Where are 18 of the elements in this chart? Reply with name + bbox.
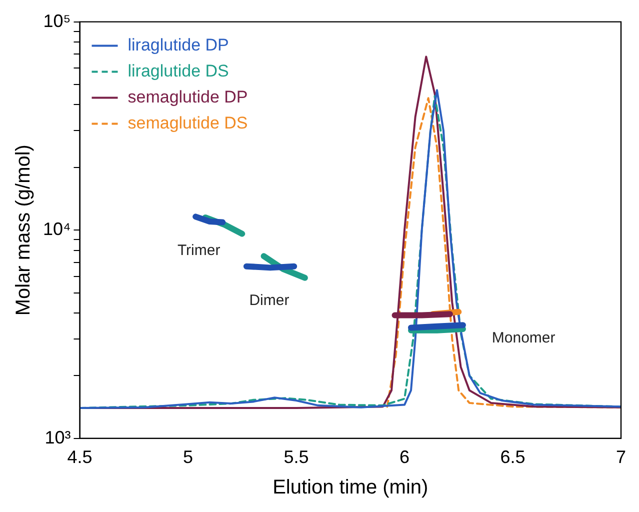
legend-label: semaglutide DS	[128, 113, 248, 132]
y-axis-title: Molar mass (g/mol)	[12, 144, 35, 316]
x-tick-label: 6	[399, 447, 410, 468]
x-tick-label: 6.5	[500, 447, 526, 468]
x-tick-label: 5.5	[284, 447, 309, 468]
legend-label: semaglutide DP	[128, 87, 248, 106]
legend-label: liraglutide DS	[128, 61, 229, 80]
y-tick-label: 10⁴	[42, 219, 71, 240]
y-tick-label: 10⁵	[43, 10, 71, 31]
x-axis-title: Elution time (min)	[272, 476, 428, 499]
x-tick-label: 4.5	[67, 447, 92, 468]
x-tick-label: 7	[616, 447, 626, 468]
legend-label: liraglutide DP	[128, 35, 229, 54]
annotation: Monomer	[492, 330, 556, 347]
x-tick-label: 5	[182, 447, 194, 468]
annotation: Trimer	[177, 242, 220, 260]
y-tick-label: 10³	[44, 427, 71, 448]
annotation: Dimer	[249, 292, 290, 310]
